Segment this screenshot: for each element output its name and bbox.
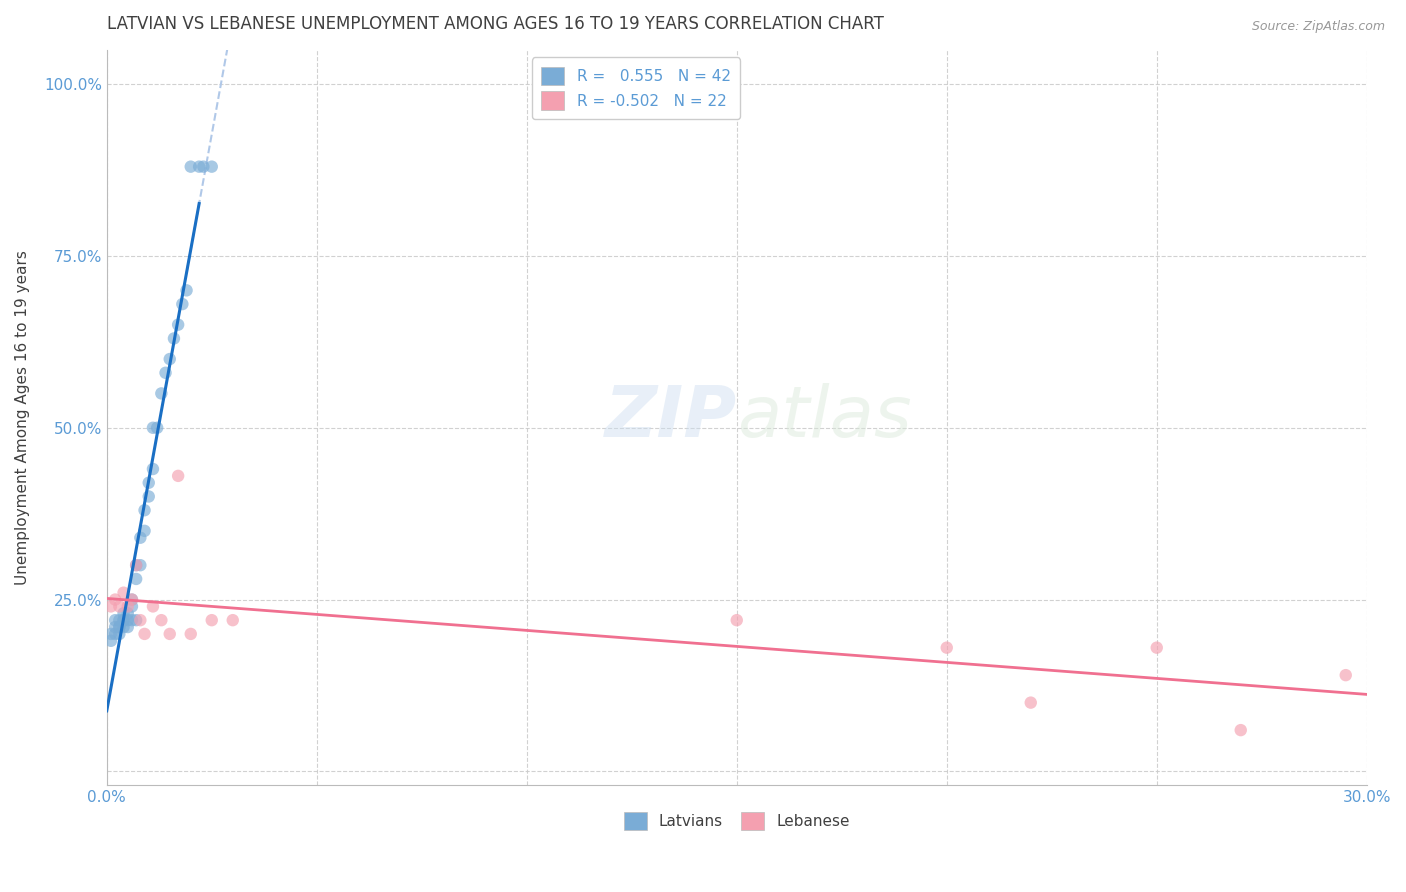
Point [193, 160, 215, 174]
Point [155, 366, 177, 380]
Point [188, 160, 211, 174]
Point [108, 620, 131, 634]
Point [100, 627, 122, 641]
Point [108, 613, 131, 627]
Point [146, 421, 169, 435]
Legend: Latvians, Lebanese: Latvians, Lebanese [617, 805, 856, 837]
Text: Source: ZipAtlas.com: Source: ZipAtlas.com [1251, 20, 1385, 33]
Point [138, 475, 160, 490]
Point [121, 592, 143, 607]
Point [112, 613, 135, 627]
Point [108, 599, 131, 614]
Point [142, 599, 165, 614]
Point [100, 633, 122, 648]
Point [104, 620, 127, 634]
Point [104, 592, 127, 607]
Point [112, 585, 135, 599]
Point [167, 318, 190, 332]
Point [112, 613, 135, 627]
Point [129, 531, 152, 545]
Point [100, 599, 122, 614]
Point [138, 490, 160, 504]
Point [125, 613, 148, 627]
Text: atlas: atlas [737, 383, 911, 452]
Text: ZIP: ZIP [605, 383, 737, 452]
Point [134, 503, 156, 517]
Point [1334, 668, 1357, 682]
Point [222, 613, 245, 627]
Text: LATVIAN VS LEBANESE UNEMPLOYMENT AMONG AGES 16 TO 19 YEARS CORRELATION CHART: LATVIAN VS LEBANESE UNEMPLOYMENT AMONG A… [107, 15, 883, 33]
Point [180, 160, 202, 174]
Point [108, 620, 131, 634]
Point [725, 613, 748, 627]
Point [125, 558, 148, 573]
Point [104, 613, 127, 627]
Y-axis label: Unemployment Among Ages 16 to 19 years: Unemployment Among Ages 16 to 19 years [15, 250, 30, 585]
Point [201, 613, 224, 627]
Point [1229, 723, 1251, 738]
Point [201, 160, 224, 174]
Point [150, 613, 173, 627]
Point [167, 468, 190, 483]
Point [117, 599, 139, 614]
Point [121, 599, 143, 614]
Point [117, 607, 139, 621]
Point [180, 627, 202, 641]
Point [108, 627, 131, 641]
Point [121, 613, 143, 627]
Point [150, 386, 173, 401]
Point [134, 524, 156, 538]
Point [121, 592, 143, 607]
Point [176, 283, 198, 297]
Point [129, 613, 152, 627]
Point [134, 627, 156, 641]
Point [142, 462, 165, 476]
Point [104, 627, 127, 641]
Point [172, 297, 194, 311]
Point [125, 572, 148, 586]
Point [142, 421, 165, 435]
Point [163, 331, 186, 345]
Point [159, 627, 181, 641]
Point [117, 620, 139, 634]
Point [1019, 696, 1042, 710]
Point [129, 558, 152, 573]
Point [117, 613, 139, 627]
Point [159, 352, 181, 367]
Point [112, 607, 135, 621]
Point [125, 558, 148, 573]
Point [935, 640, 957, 655]
Point [1146, 640, 1168, 655]
Point [112, 620, 135, 634]
